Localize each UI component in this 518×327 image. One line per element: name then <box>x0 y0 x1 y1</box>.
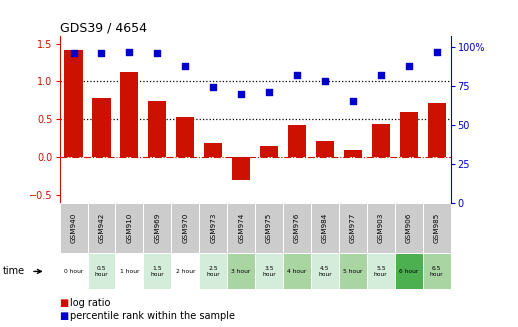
Bar <box>60 253 88 289</box>
Text: 6 hour: 6 hour <box>399 269 419 274</box>
Bar <box>372 124 390 157</box>
Text: 2.5
hour: 2.5 hour <box>206 266 220 277</box>
Text: 5 hour: 5 hour <box>343 269 363 274</box>
Text: GSM969: GSM969 <box>154 213 161 243</box>
Text: 1 hour: 1 hour <box>120 269 139 274</box>
Bar <box>64 50 82 157</box>
Bar <box>255 253 283 289</box>
Text: time: time <box>3 267 25 276</box>
Bar <box>339 253 367 289</box>
Text: 2 hour: 2 hour <box>176 269 195 274</box>
Point <box>209 85 218 90</box>
Text: GSM976: GSM976 <box>294 213 300 243</box>
Point <box>377 72 385 77</box>
Bar <box>88 203 116 253</box>
Text: ■: ■ <box>60 311 69 320</box>
Text: GSM975: GSM975 <box>266 213 272 243</box>
Bar <box>283 203 311 253</box>
Bar <box>288 126 306 157</box>
Text: 5.5
hour: 5.5 hour <box>374 266 387 277</box>
Point <box>265 90 273 95</box>
Text: GSM940: GSM940 <box>70 213 77 243</box>
Bar <box>283 253 311 289</box>
Text: 3.5
hour: 3.5 hour <box>262 266 276 277</box>
Bar <box>339 203 367 253</box>
Bar <box>311 203 339 253</box>
Bar <box>255 203 283 253</box>
Point <box>237 91 246 96</box>
Bar <box>116 253 143 289</box>
Bar <box>227 203 255 253</box>
Bar <box>88 253 116 289</box>
Bar <box>148 101 166 157</box>
Bar <box>260 146 278 157</box>
Bar <box>171 253 199 289</box>
Text: GSM984: GSM984 <box>322 213 328 243</box>
Bar <box>367 203 395 253</box>
Bar <box>120 72 138 157</box>
Bar <box>199 253 227 289</box>
Bar <box>92 98 110 157</box>
Bar <box>316 141 334 157</box>
Point <box>97 50 106 56</box>
Bar <box>395 203 423 253</box>
Text: GSM985: GSM985 <box>434 213 440 243</box>
Point <box>153 50 162 56</box>
Text: GSM906: GSM906 <box>406 213 412 243</box>
Bar <box>143 253 171 289</box>
Bar <box>395 253 423 289</box>
Bar <box>199 203 227 253</box>
Text: GSM974: GSM974 <box>238 213 244 243</box>
Text: 6.5
hour: 6.5 hour <box>430 266 443 277</box>
Point <box>349 99 357 104</box>
Text: 4 hour: 4 hour <box>287 269 307 274</box>
Text: percentile rank within the sample: percentile rank within the sample <box>70 311 235 320</box>
Bar <box>423 253 451 289</box>
Text: log ratio: log ratio <box>70 298 110 308</box>
Point <box>125 49 134 54</box>
Bar <box>227 253 255 289</box>
Text: GSM942: GSM942 <box>98 213 105 243</box>
Point <box>293 72 301 77</box>
Point <box>69 50 78 56</box>
Bar <box>171 203 199 253</box>
Bar <box>116 203 143 253</box>
Bar <box>311 253 339 289</box>
Text: 1.5
hour: 1.5 hour <box>150 266 164 277</box>
Point <box>181 63 190 68</box>
Bar <box>232 157 250 180</box>
Bar <box>204 143 222 157</box>
Bar <box>344 150 362 157</box>
Bar <box>428 103 446 157</box>
Text: GSM910: GSM910 <box>126 213 133 243</box>
Text: GSM903: GSM903 <box>378 213 384 243</box>
Point <box>405 63 413 68</box>
Bar <box>367 253 395 289</box>
Text: GSM973: GSM973 <box>210 213 216 243</box>
Bar <box>143 203 171 253</box>
Text: 0 hour: 0 hour <box>64 269 83 274</box>
Bar <box>60 203 88 253</box>
Text: 3 hour: 3 hour <box>232 269 251 274</box>
Bar <box>176 117 194 157</box>
Text: ■: ■ <box>60 298 69 308</box>
Text: GSM977: GSM977 <box>350 213 356 243</box>
Point <box>321 78 329 84</box>
Bar <box>400 112 418 157</box>
Text: GDS39 / 4654: GDS39 / 4654 <box>60 22 147 35</box>
Text: 0.5
hour: 0.5 hour <box>95 266 108 277</box>
Point <box>433 49 441 54</box>
Text: GSM970: GSM970 <box>182 213 188 243</box>
Bar <box>423 203 451 253</box>
Text: 4.5
hour: 4.5 hour <box>318 266 332 277</box>
